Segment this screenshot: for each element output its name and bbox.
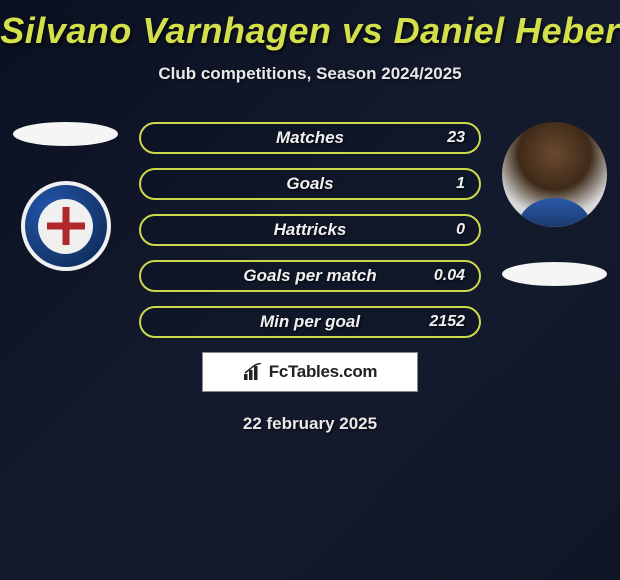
stat-label: Goals per match xyxy=(243,266,376,286)
stat-row-min-per-goal: Min per goal 2152 xyxy=(139,306,481,338)
bar-chart-icon xyxy=(243,363,265,381)
player-right-avatar xyxy=(502,122,607,227)
stat-label: Min per goal xyxy=(260,312,360,332)
page-title: Silvano Varnhagen vs Daniel Heber xyxy=(0,0,620,52)
stats-list: Matches 23 Goals 1 Hattricks 0 Goals per… xyxy=(139,122,481,338)
stat-right-value: 2152 xyxy=(429,313,465,331)
player-right-column xyxy=(497,122,612,286)
stat-label: Goals xyxy=(286,174,333,194)
stat-right-value: 1 xyxy=(456,175,465,193)
stat-row-goals: Goals 1 xyxy=(139,168,481,200)
stat-right-value: 0 xyxy=(456,221,465,239)
stat-row-goals-per-match: Goals per match 0.04 xyxy=(139,260,481,292)
snapshot-date: 22 february 2025 xyxy=(0,414,620,434)
stat-right-value: 23 xyxy=(447,129,465,147)
stat-label: Hattricks xyxy=(274,220,347,240)
stat-right-value: 0.04 xyxy=(434,267,465,285)
branding-text: FcTables.com xyxy=(269,362,378,382)
stat-label: Matches xyxy=(276,128,344,148)
player-left-avatar-placeholder xyxy=(13,122,118,146)
player-left-column xyxy=(8,122,123,271)
club-badge-icon xyxy=(38,199,93,254)
season-subtitle: Club competitions, Season 2024/2025 xyxy=(0,64,620,84)
player-right-club-placeholder xyxy=(502,262,607,286)
comparison-area: Matches 23 Goals 1 Hattricks 0 Goals per… xyxy=(0,122,620,434)
player-left-club-badge xyxy=(21,181,111,271)
stat-row-matches: Matches 23 xyxy=(139,122,481,154)
branding-box[interactable]: FcTables.com xyxy=(202,352,418,392)
stat-row-hattricks: Hattricks 0 xyxy=(139,214,481,246)
